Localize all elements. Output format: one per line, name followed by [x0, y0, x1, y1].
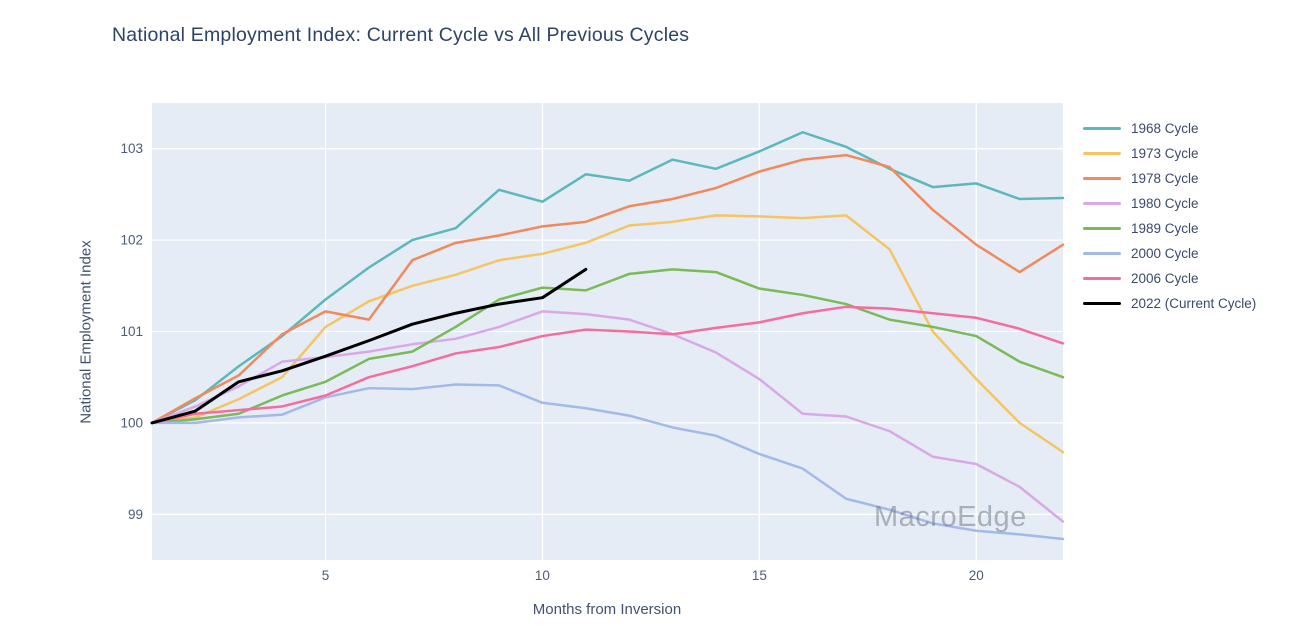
legend-item-1978-cycle[interactable]: 1978 Cycle [1083, 166, 1256, 191]
y-tick-label: 102 [120, 233, 143, 248]
legend-item-1973-cycle[interactable]: 1973 Cycle [1083, 141, 1256, 166]
legend-line-swatch [1083, 152, 1121, 155]
legend-item-1989-cycle[interactable]: 1989 Cycle [1083, 216, 1256, 241]
legend-item-2006-cycle[interactable]: 2006 Cycle [1083, 266, 1256, 291]
y-tick-label: 100 [120, 415, 143, 430]
legend-line-swatch [1083, 202, 1121, 205]
watermark: MacroEdge [874, 501, 1027, 533]
legend-label: 2006 Cycle [1131, 271, 1199, 286]
x-tick-label: 5 [322, 568, 330, 583]
legend-item-2022-current-cycle[interactable]: 2022 (Current Cycle) [1083, 291, 1256, 316]
legend-label: 2022 (Current Cycle) [1131, 296, 1257, 311]
series-line-2006-cycle [150, 305, 1065, 425]
series-line-1978-cycle [150, 153, 1065, 425]
series-line-1980-cycle [150, 310, 1065, 523]
x-tick-label: 15 [752, 568, 767, 583]
series-line-1968-cycle [150, 130, 1065, 425]
legend: 1968 Cycle 1973 Cycle 1978 Cycle 1980 Cy… [1083, 116, 1256, 316]
x-tick-label: 10 [535, 568, 550, 583]
x-axis-title: Months from Inversion [532, 601, 682, 618]
legend-line-swatch [1083, 302, 1121, 305]
legend-item-2000-cycle[interactable]: 2000 Cycle [1083, 241, 1256, 266]
series-line-2022-current-cycle- [150, 267, 588, 425]
y-axis-title: National Employment Index [77, 240, 95, 424]
chart-title: National Employment Index: Current Cycle… [112, 24, 690, 46]
legend-line-swatch [1083, 277, 1121, 280]
y-tick-label: 101 [120, 324, 143, 339]
legend-line-swatch [1083, 252, 1121, 255]
legend-label: 2000 Cycle [1131, 246, 1199, 261]
legend-label: 1973 Cycle [1131, 146, 1199, 161]
legend-label: 1968 Cycle [1131, 121, 1199, 136]
y-tick-label: 99 [128, 507, 143, 522]
legend-label: 1980 Cycle [1131, 196, 1199, 211]
legend-label: 1989 Cycle [1131, 221, 1199, 236]
legend-item-1968-cycle[interactable]: 1968 Cycle [1083, 116, 1256, 141]
y-tick-label: 103 [120, 141, 143, 156]
legend-line-swatch [1083, 227, 1121, 230]
legend-line-swatch [1083, 127, 1121, 130]
x-tick-label: 20 [969, 568, 984, 583]
series-line-1973-cycle [150, 214, 1065, 454]
legend-line-swatch [1083, 177, 1121, 180]
series-line-2000-cycle [150, 383, 1065, 541]
legend-item-1980-cycle[interactable]: 1980 Cycle [1083, 191, 1256, 216]
legend-label: 1978 Cycle [1131, 171, 1199, 186]
series-line-1989-cycle [150, 268, 1065, 425]
